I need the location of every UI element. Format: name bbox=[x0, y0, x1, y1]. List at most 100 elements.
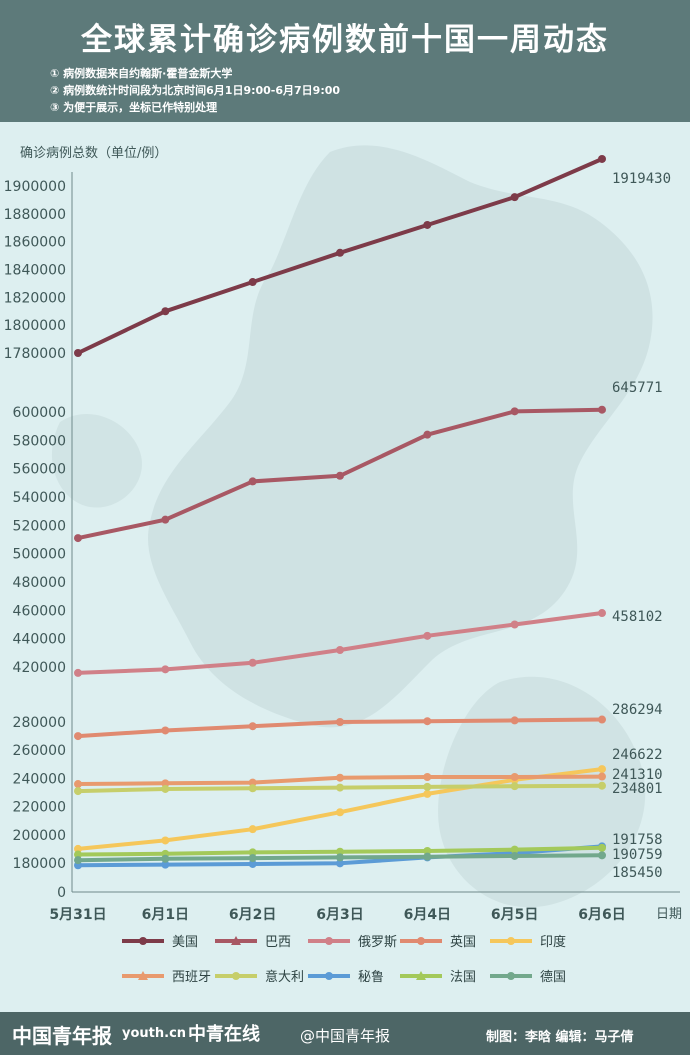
legend-marker bbox=[325, 972, 333, 980]
data-point bbox=[74, 850, 82, 859]
y-tick-label: 520000 bbox=[13, 518, 66, 534]
y-tick-label: 560000 bbox=[13, 462, 66, 478]
data-point bbox=[248, 859, 257, 868]
legend-marker bbox=[507, 937, 515, 945]
data-point bbox=[510, 851, 519, 860]
data-point bbox=[248, 278, 257, 287]
data-point bbox=[248, 658, 257, 667]
data-point bbox=[510, 782, 519, 791]
y-axis-title: 确诊病例总数（单位/例） bbox=[20, 146, 167, 161]
data-point bbox=[423, 631, 432, 640]
note-axis: ③ 为便于展示，坐标已作特别处理 bbox=[50, 101, 218, 114]
legend-marker bbox=[507, 972, 515, 980]
data-point bbox=[161, 515, 170, 524]
data-point bbox=[336, 808, 344, 817]
legend-label: 英国 bbox=[450, 935, 476, 950]
data-point bbox=[510, 193, 519, 202]
legend-marker bbox=[231, 936, 241, 945]
data-point bbox=[423, 789, 432, 798]
y-tick-label: 1840000 bbox=[4, 263, 66, 279]
data-point bbox=[161, 836, 170, 845]
end-value-label: 1919430 bbox=[612, 171, 671, 187]
data-point bbox=[598, 154, 606, 163]
data-point bbox=[336, 847, 344, 856]
data-point bbox=[74, 787, 82, 796]
data-point bbox=[423, 772, 432, 781]
data-point bbox=[248, 854, 257, 863]
data-point bbox=[336, 718, 344, 726]
x-tick-label: 5月31日 bbox=[49, 907, 106, 923]
y-tick-label: 600000 bbox=[13, 405, 66, 421]
data-point bbox=[510, 716, 519, 725]
footer-bar: 中国青年报 youth.cn 中青在线 @中国青年报 制图：李晗 编辑：马子倩 bbox=[0, 1012, 690, 1055]
data-point bbox=[74, 349, 82, 357]
logo-cyol: 中青在线 bbox=[188, 1024, 260, 1045]
x-tick-label: 6月5日 bbox=[491, 907, 538, 923]
end-value-label: 246622 bbox=[612, 747, 663, 763]
y-tick-label: 1820000 bbox=[4, 290, 66, 306]
y-tick-label: 440000 bbox=[13, 632, 66, 648]
y-tick-label: 1800000 bbox=[4, 318, 66, 334]
data-point bbox=[336, 773, 344, 782]
end-value-label: 645771 bbox=[612, 380, 663, 396]
note-source: ① 病例数据来自约翰斯·霍普金斯大学 bbox=[50, 67, 233, 80]
data-point bbox=[336, 646, 344, 654]
data-point bbox=[510, 772, 519, 781]
y-tick-label: 1880000 bbox=[4, 207, 66, 223]
legend-marker bbox=[325, 937, 333, 945]
page-title: 全球累计确诊病例数前十国一周动态 bbox=[81, 22, 609, 58]
legend-marker bbox=[232, 972, 240, 980]
legend-label: 巴西 bbox=[265, 935, 291, 950]
data-point bbox=[74, 732, 82, 741]
y-tick-label: 280000 bbox=[13, 715, 66, 731]
data-point bbox=[336, 248, 344, 257]
y-tick-label: 1860000 bbox=[4, 235, 66, 251]
data-point bbox=[598, 781, 606, 790]
header-banner: 全球累计确诊病例数前十国一周动态 ① 病例数据来自约翰斯·霍普金斯大学 ② 病例… bbox=[0, 0, 690, 122]
logo-youth: youth.cn bbox=[122, 1026, 187, 1041]
data-point bbox=[423, 852, 432, 861]
data-point bbox=[248, 825, 257, 834]
y-tick-label: 220000 bbox=[13, 800, 66, 816]
y-tick-label: 0 bbox=[57, 885, 66, 901]
line-chart: 确诊病例总数（单位/例） 日期 0 180000 200000 220000 24000… bbox=[4, 146, 682, 985]
end-value-label: 191758 bbox=[612, 832, 663, 848]
data-point bbox=[598, 609, 606, 618]
y-tick-label: 460000 bbox=[13, 603, 66, 619]
end-value-label: 241310 bbox=[612, 767, 663, 783]
data-point bbox=[161, 860, 170, 869]
legend-marker bbox=[139, 937, 147, 945]
end-value-label: 458102 bbox=[612, 609, 663, 625]
credit-line: 制图：李晗 编辑：马子倩 bbox=[486, 1030, 634, 1045]
data-point bbox=[423, 847, 432, 856]
x-tick-label: 6月6日 bbox=[578, 907, 625, 923]
data-point bbox=[74, 856, 82, 865]
x-axis-title: 日期 bbox=[656, 907, 682, 922]
end-value-label: 190759 bbox=[612, 847, 663, 863]
y-tick-label: 540000 bbox=[13, 490, 66, 506]
y-tick-label: 500000 bbox=[13, 547, 66, 563]
legend-label: 秘鲁 bbox=[358, 970, 384, 985]
legend-label: 美国 bbox=[172, 935, 198, 950]
y-tick-label: 200000 bbox=[13, 828, 66, 844]
y-tick-label: 180000 bbox=[13, 856, 66, 872]
x-tick-label: 6月1日 bbox=[142, 907, 189, 923]
legend-marker bbox=[417, 937, 425, 945]
data-point bbox=[161, 726, 170, 735]
legend-marker bbox=[138, 971, 148, 980]
data-point bbox=[423, 717, 432, 726]
data-point bbox=[161, 665, 170, 674]
data-point bbox=[336, 783, 344, 792]
legend-label: 法国 bbox=[450, 970, 476, 985]
data-point bbox=[161, 784, 170, 793]
data-point bbox=[423, 782, 432, 791]
data-point bbox=[510, 407, 519, 416]
series-line-3 bbox=[77, 611, 603, 675]
data-point bbox=[161, 779, 170, 788]
y-tick-label: 260000 bbox=[13, 743, 66, 759]
y-tick-label: 1780000 bbox=[4, 346, 66, 362]
data-point bbox=[598, 843, 606, 852]
end-value-label: 286294 bbox=[612, 702, 663, 718]
y-tick-label: 240000 bbox=[13, 771, 66, 787]
data-point bbox=[336, 859, 344, 868]
